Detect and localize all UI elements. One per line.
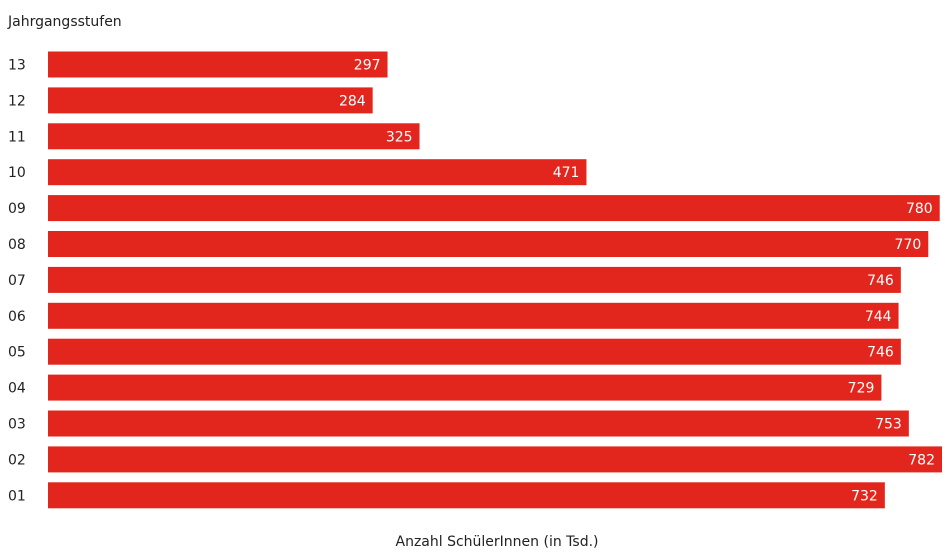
y-tick-label: 08 [8, 237, 26, 253]
bar [48, 159, 587, 186]
bar [48, 302, 899, 329]
y-tick-label: 13 [8, 58, 26, 74]
y-tick-label: 09 [8, 201, 26, 217]
y-tick-label: 02 [8, 452, 26, 468]
y-tick-label: 05 [8, 345, 26, 361]
bar-value-label: 746 [867, 345, 894, 361]
y-tick-label: 06 [8, 309, 26, 325]
bar-value-label: 325 [386, 129, 413, 145]
y-tick-label: 04 [8, 381, 26, 397]
bar [48, 51, 388, 78]
y-tick-label: 07 [8, 273, 26, 289]
bar-value-label: 729 [848, 381, 875, 397]
y-axis-title: Jahrgangsstufen [7, 14, 122, 30]
bar [48, 446, 942, 473]
bar-value-label: 753 [875, 417, 902, 433]
bar [48, 266, 901, 293]
y-tick-label: 03 [8, 417, 26, 433]
bar-value-label: 780 [906, 201, 933, 217]
bar-value-label: 297 [354, 58, 381, 74]
bar-value-label: 782 [908, 452, 935, 468]
bar [48, 195, 940, 222]
bars-layer: 13 297 12 284 11 325 10 471 09 780 08 770 07 746 06 744… [8, 51, 942, 509]
bar-value-label: 471 [553, 165, 580, 181]
bar [48, 123, 420, 150]
bar [48, 482, 885, 509]
bar [48, 87, 373, 114]
x-axis-title: Anzahl SchülerInnen (in Tsd.) [396, 534, 599, 550]
bar [48, 231, 929, 257]
bar-value-label: 770 [895, 237, 922, 253]
y-tick-label: 11 [8, 129, 26, 145]
bar-value-label: 746 [867, 273, 894, 289]
bar [48, 338, 901, 365]
y-tick-label: 10 [8, 165, 26, 181]
bar [48, 374, 882, 401]
y-tick-label: 12 [8, 93, 26, 109]
bar [48, 410, 909, 437]
bar-value-label: 744 [865, 309, 892, 325]
bar-value-label: 284 [339, 93, 366, 109]
y-tick-label: 01 [8, 488, 26, 504]
bar-value-label: 732 [851, 488, 878, 504]
